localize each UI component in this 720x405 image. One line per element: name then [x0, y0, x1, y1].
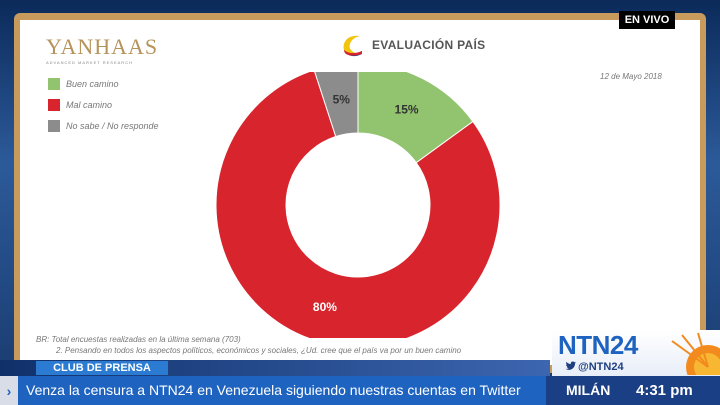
donut-data-label: 5% [333, 92, 351, 106]
legend-item: Buen camino [48, 73, 159, 94]
donut-data-label: 80% [313, 300, 337, 314]
donut-chart: 15% 80% 5% [215, 72, 501, 338]
slide-footnote: BR: Total encuestas realizadas en la últ… [36, 334, 636, 356]
ticker-text: Venza la censura a NTN24 en Venezuela si… [26, 382, 521, 398]
city-label: MILÁN [566, 382, 611, 398]
legend-item: Mal camino [48, 94, 159, 115]
clock-time: 4:31 pm [636, 382, 693, 399]
twitter-icon [565, 361, 576, 370]
channel-logo: NTN24 [558, 330, 638, 360]
footnote-line-2: 2. Pensando en todos los aspectos políti… [56, 346, 462, 355]
donut-slice-mal-camino [215, 72, 501, 338]
legend-swatch-mal-camino [48, 98, 60, 111]
logo-tagline: ADVANCED MARKET RESEARCH [46, 60, 133, 65]
legend-swatch-buen-camino [48, 77, 60, 90]
legend-label: Mal camino [66, 99, 113, 110]
legend-label: Buen camino [66, 78, 119, 89]
channel-globe-icon [671, 333, 720, 375]
ticker-arrow-icon: › [0, 376, 18, 405]
slide-title: EVALUACIÓN PAÍS [372, 38, 486, 52]
channel-handle: @NTN24 [578, 361, 624, 373]
slide-date: 12 de Mayo 2018 [600, 72, 662, 81]
program-label: CLUB DE PRENSA [36, 361, 168, 375]
legend-item: No sabe / No responde [48, 115, 159, 136]
live-badge: EN VIVO [619, 11, 675, 29]
donut-data-label: 15% [395, 103, 419, 117]
legend-label: No sabe / No responde [66, 120, 159, 131]
legend-swatch-no-responde [48, 119, 60, 132]
donut-slice-no-sabe-no-responde [314, 72, 359, 138]
yanhaas-logo: YANHAAS ADVANCED MARKET RESEARCH [46, 34, 159, 66]
logo-text: YANHAAS [46, 34, 159, 59]
time-panel [546, 376, 720, 405]
colombia-ribbon-icon [343, 35, 362, 57]
footnote-line-1: BR: Total encuestas realizadas en la últ… [36, 335, 241, 344]
chart-legend: Buen camino Mal camino No sabe / No resp… [48, 73, 159, 136]
